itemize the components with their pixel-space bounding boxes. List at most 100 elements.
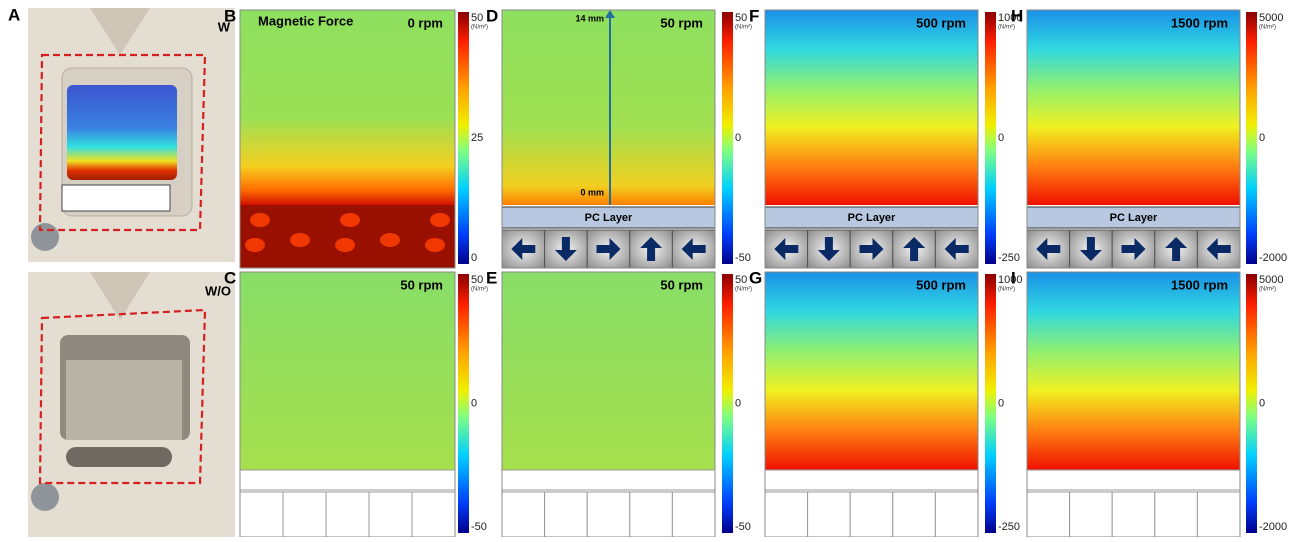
- colorbar: [458, 274, 469, 533]
- field-hotspot: [290, 233, 310, 247]
- panel-label: C: [224, 268, 236, 287]
- magnet-cell: [850, 492, 893, 537]
- magnet-cell: [1027, 492, 1070, 537]
- colorbar-tick: 0: [735, 397, 741, 409]
- colorbar-tick: -2000: [1259, 521, 1287, 533]
- colorbar-tick: 0: [735, 132, 741, 144]
- layer-box: [502, 470, 715, 490]
- colorbar-unit: (N/m²): [1259, 25, 1276, 31]
- speed-label: 1500 rpm: [1171, 15, 1228, 30]
- speed-label: 1500 rpm: [1171, 277, 1228, 292]
- panel-a: A W W/O: [8, 5, 235, 537]
- magnet-cell: [1112, 492, 1155, 537]
- speed-label: 50 rpm: [400, 277, 443, 292]
- panel-label: B: [224, 6, 236, 25]
- panel-label: A: [8, 5, 20, 24]
- speed-label: 50 rpm: [660, 277, 703, 292]
- panel-label: D: [486, 6, 498, 25]
- pc-layer-label: PC Layer: [848, 212, 896, 224]
- colorbar-tick: 5000: [1259, 274, 1283, 286]
- figure: A W W/O B Magnetic Force 0 rpm 50 25 0 (N/m²) P…: [0, 0, 1301, 537]
- colorbar: [985, 12, 996, 264]
- magnet-cell: [1197, 492, 1240, 537]
- panel-label: E: [486, 268, 497, 287]
- colorbar: [1246, 12, 1257, 264]
- pc-layer-label: PC Layer: [585, 212, 633, 224]
- speed-label: 50 rpm: [660, 15, 703, 30]
- magnet-cell: [1155, 492, 1198, 537]
- magnet-cell: [672, 492, 715, 537]
- colorbar-tick: 50: [735, 274, 747, 286]
- magnet-cell: [283, 492, 326, 537]
- field-hotspot: [380, 233, 400, 247]
- magnet-cell: [893, 492, 936, 537]
- pc-layer-label: PC Layer: [1110, 212, 1158, 224]
- colorbar: [1246, 274, 1257, 533]
- colorbar-tick: 0: [471, 397, 477, 409]
- colorbar-tick: -250: [998, 252, 1020, 264]
- colorbar-tick: 0: [998, 132, 1004, 144]
- magnet-cell: [630, 492, 673, 537]
- magnet-cell: [935, 492, 978, 537]
- colorbar: [458, 12, 469, 264]
- colorbar-tick: 0: [998, 397, 1004, 409]
- annotation: 0 mm: [580, 187, 604, 197]
- field-map: [502, 10, 715, 205]
- colorbar-tick: 50: [471, 274, 483, 286]
- colorbar-tick: -50: [471, 521, 487, 533]
- field-hotspot: [425, 238, 445, 252]
- colorbar-tick: 25: [471, 132, 483, 144]
- colorbar-tick: 5000: [1259, 12, 1283, 24]
- colorbar-tick: -50: [735, 521, 751, 533]
- field-map: [1027, 272, 1240, 470]
- field-hotspot: [245, 238, 265, 252]
- field-map: [765, 272, 978, 470]
- panel-label: G: [749, 268, 762, 287]
- layer-box: [240, 470, 455, 490]
- colorbar: [722, 12, 733, 264]
- device-sample: [67, 85, 177, 180]
- colorbar-tick: 0: [1259, 132, 1265, 144]
- field-map: [240, 10, 455, 205]
- colorbar-tick: -50: [735, 252, 751, 264]
- speed-label: 500 rpm: [916, 15, 966, 30]
- panel-label: F: [749, 6, 759, 25]
- magnet-cell: [326, 492, 369, 537]
- magnet-cell: [1070, 492, 1113, 537]
- device-hole: [31, 223, 59, 251]
- magnet-cell: [808, 492, 851, 537]
- field-map: [765, 10, 978, 205]
- magnet-cell: [369, 492, 412, 537]
- colorbar-tick: 0: [1259, 397, 1265, 409]
- field-map: [1027, 10, 1240, 205]
- device-chamber-floor: [66, 360, 182, 440]
- speed-label: 0 rpm: [408, 15, 443, 30]
- field-map: [502, 272, 715, 470]
- colorbar-unit: (N/m²): [1259, 287, 1276, 293]
- magnet-cell: [765, 492, 808, 537]
- field-hotspot: [250, 213, 270, 227]
- colorbar-tick: 0: [471, 252, 477, 264]
- field-map: [240, 272, 455, 470]
- device-slot: [66, 447, 172, 467]
- layer-box: [1027, 470, 1240, 490]
- magnet-cell: [545, 492, 588, 537]
- field-hotspot: [430, 213, 450, 227]
- colorbar: [722, 274, 733, 533]
- panel-title: Magnetic Force: [258, 13, 353, 28]
- panel-label: H: [1011, 6, 1023, 25]
- magnet-cell: [412, 492, 455, 537]
- device-magnets: [62, 185, 170, 211]
- panel-label: I: [1011, 268, 1016, 287]
- colorbar-tick: -250: [998, 521, 1020, 533]
- magnet-cell: [240, 492, 283, 537]
- speed-label: 500 rpm: [916, 277, 966, 292]
- magnet-cell: [587, 492, 630, 537]
- colorbar-tick: 50: [735, 12, 747, 24]
- magnet-cell: [502, 492, 545, 537]
- field-hotspot: [335, 238, 355, 252]
- colorbar-tick: 50: [471, 12, 483, 24]
- colorbar-tick: -2000: [1259, 252, 1287, 264]
- layer-box: [765, 470, 978, 490]
- annotation: 14 mm: [575, 13, 604, 23]
